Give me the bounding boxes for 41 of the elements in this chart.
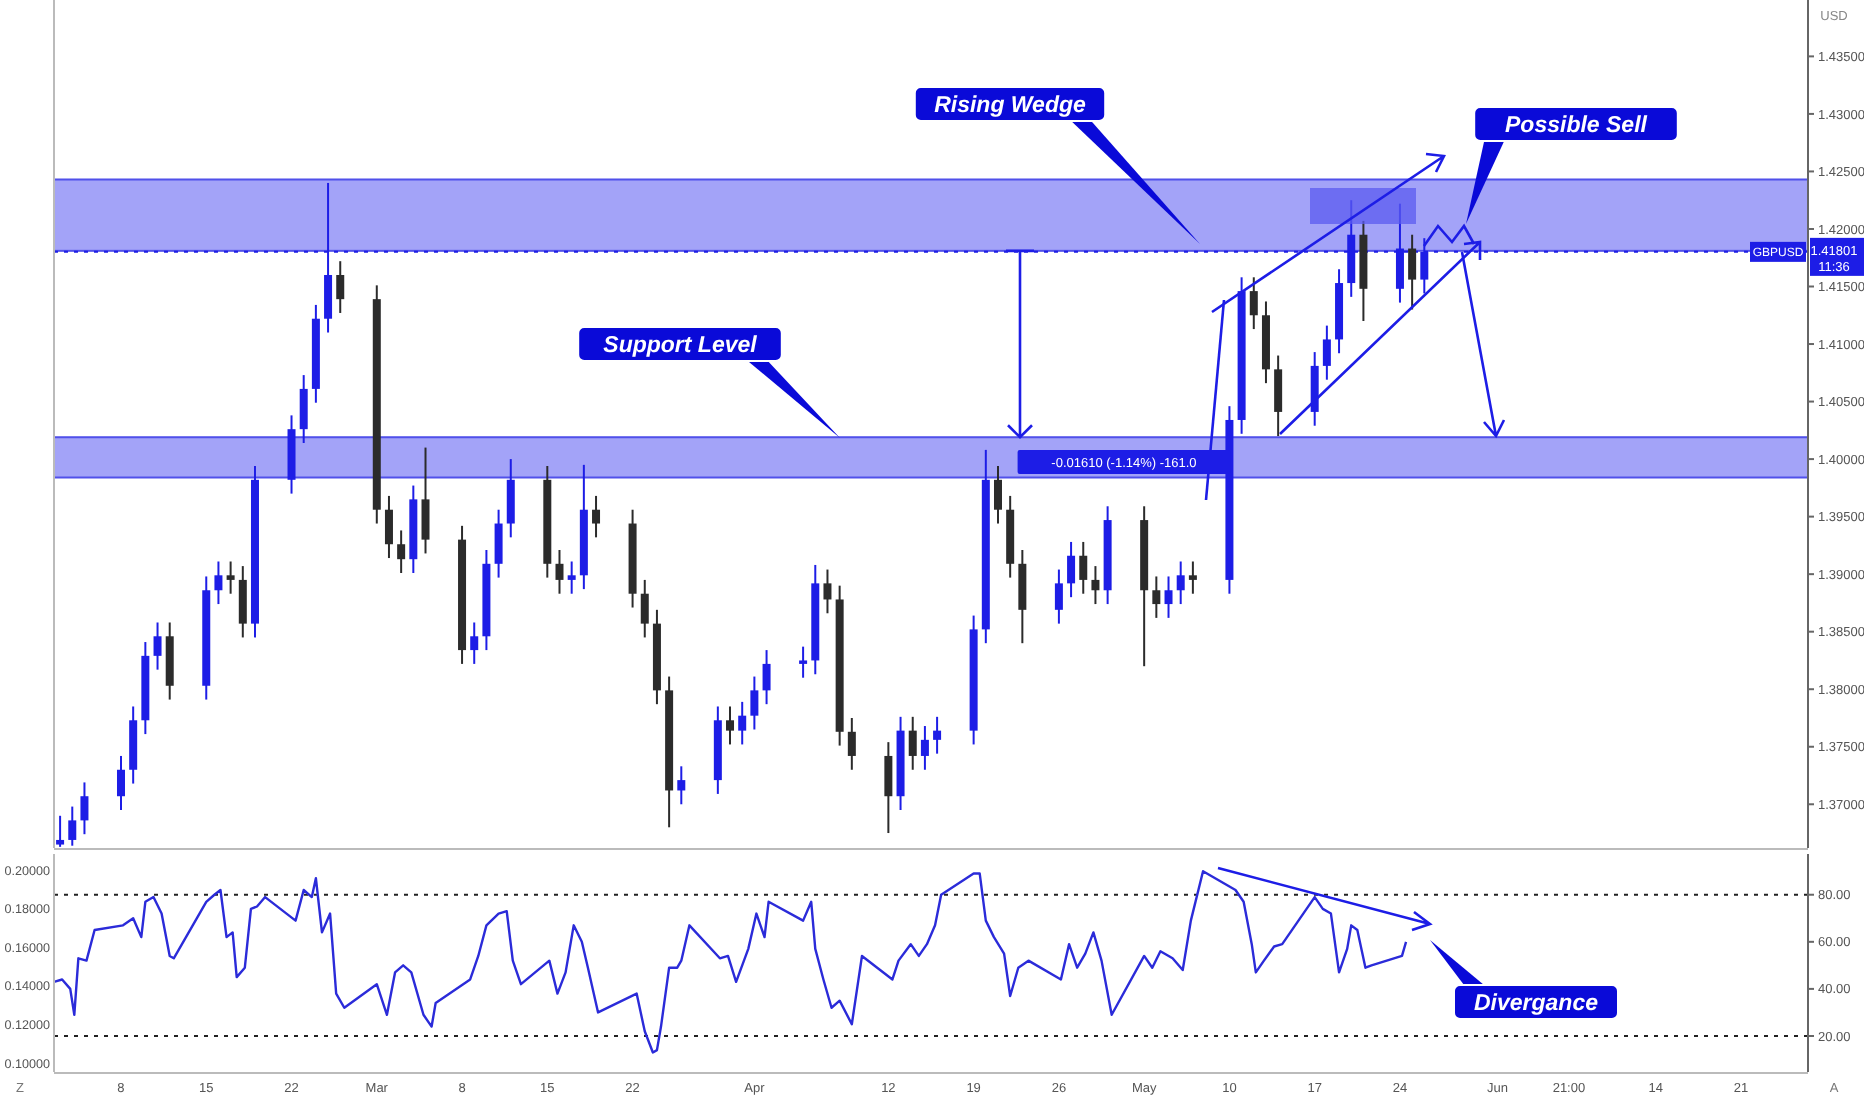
candlestick — [1054, 568, 1063, 625]
candlestick — [1176, 560, 1185, 606]
candlestick — [397, 529, 406, 574]
candlestick — [1164, 575, 1173, 619]
candlestick — [726, 705, 735, 746]
candlestick — [555, 548, 564, 595]
candlestick — [506, 458, 515, 539]
candlestick — [1152, 575, 1161, 619]
candlestick — [920, 725, 929, 771]
annotation: Possible Sell — [1505, 114, 1649, 138]
candlestick — [993, 465, 1002, 525]
candlestick — [1188, 560, 1197, 595]
candlestick — [592, 494, 601, 539]
candlestick — [933, 715, 942, 755]
candlestick — [762, 649, 771, 706]
candlestick — [384, 494, 393, 560]
candlestick — [799, 645, 808, 679]
candlestick — [1310, 351, 1319, 427]
candlestick — [677, 765, 686, 806]
candlestick — [823, 568, 832, 615]
candlestick — [567, 560, 576, 595]
candlestick — [1018, 548, 1027, 645]
candlestick — [1274, 354, 1283, 438]
candlestick — [1249, 276, 1258, 331]
candlestick — [884, 741, 893, 835]
candlestick — [494, 508, 503, 579]
candlestick — [640, 578, 649, 639]
candlestick — [1067, 540, 1076, 599]
candlestick — [1408, 233, 1417, 311]
candlestick — [750, 675, 759, 731]
candlestick — [738, 700, 747, 746]
candlestick — [847, 716, 856, 771]
candlestick — [1322, 324, 1331, 381]
candlestick — [421, 446, 430, 555]
annotation: Divergance — [1473, 992, 1600, 1016]
candlestick — [470, 621, 479, 665]
annotation: Support Level — [603, 334, 759, 358]
candlestick — [908, 715, 917, 771]
candlestick — [1079, 540, 1088, 595]
annotation: Rising Wedge — [934, 94, 1088, 118]
candlestick — [1091, 565, 1100, 606]
